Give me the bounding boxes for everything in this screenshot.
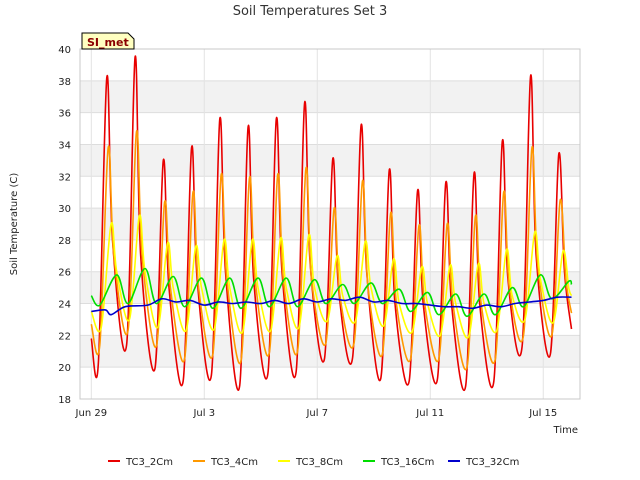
y-tick-label: 40 [58, 45, 71, 56]
data-series [90, 55, 573, 391]
chart-title: Soil Temperatures Set 3 [233, 4, 388, 19]
site-label: SI_met [87, 36, 129, 49]
x-tick-label: Jul 15 [528, 408, 557, 419]
y-tick-label: 30 [58, 204, 71, 215]
y-tick-label: 22 [58, 331, 71, 342]
x-axis-ticks: Jun 29 Jul 3 Jul 7 Jul 11 Jul 15 [75, 408, 558, 419]
y-axis-label: Soil Temperature (C) [9, 173, 20, 276]
y-tick-label: 24 [58, 300, 71, 311]
x-tick-label: Jun 29 [75, 408, 108, 419]
grid-band [80, 80, 580, 113]
y-tick-label: 18 [58, 395, 71, 406]
x-tick-label: Jul 3 [192, 408, 215, 419]
legend-label: TC3_4Cm [210, 457, 258, 468]
y-tick-label: 38 [58, 77, 71, 88]
series-line-TC3_4Cm [90, 129, 573, 371]
series-line-TC3_8Cm [90, 214, 573, 339]
legend-label: TC3_16Cm [380, 457, 434, 468]
legend-label: TC3_8Cm [295, 457, 343, 468]
plot-frame [79, 48, 581, 400]
x-tick-label: Jul 7 [305, 408, 328, 419]
series-line-TC3_16Cm [90, 267, 573, 318]
y-tick-label: 32 [58, 172, 71, 183]
y-tick-label: 34 [58, 140, 71, 151]
site-label-box: SI_met [81, 32, 135, 50]
legend-label: TC3_32Cm [465, 457, 519, 468]
legend-label: TC3_2Cm [125, 457, 173, 468]
x-tick-label: Jul 11 [415, 408, 444, 419]
y-tick-label: 36 [58, 109, 71, 120]
x-axis-label: Time [553, 425, 578, 436]
y-tick-label: 20 [58, 363, 71, 374]
series-line-TC3_2Cm [90, 55, 573, 391]
y-tick-label: 26 [58, 268, 71, 279]
series-line-TC3_32Cm [91, 296, 572, 316]
y-axis-ticks: 18 20 22 24 26 28 30 32 34 36 38 40 [58, 45, 71, 406]
y-tick-label: 28 [58, 236, 71, 247]
legend: TC3_2Cm TC3_4Cm TC3_8Cm TC3_16Cm TC3_32Cm [108, 457, 519, 468]
